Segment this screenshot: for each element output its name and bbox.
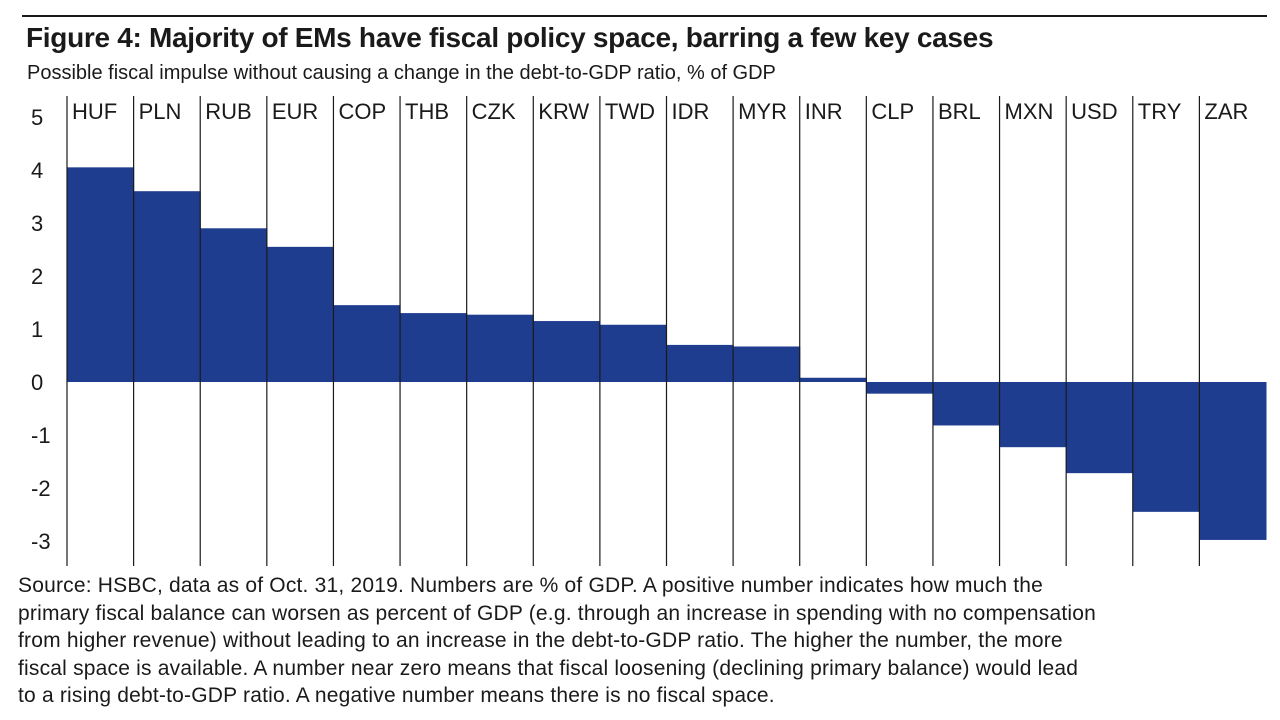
category-label-twd: TWD [605, 99, 655, 124]
bar-zar [1199, 382, 1267, 540]
category-separators [66, 96, 1200, 566]
category-label-inr: INR [805, 99, 843, 124]
category-label-czk: CZK [472, 99, 516, 124]
category-label-huf: HUF [72, 99, 117, 124]
category-label-myr: MYR [738, 99, 787, 124]
y-axis-ticks: 5 4 3 2 1 0 -1 -2 -3 [31, 105, 51, 554]
y-tick-label: 0 [31, 370, 43, 395]
y-tick-label: 5 [31, 105, 43, 130]
bar-twd [599, 324, 667, 382]
bar-usd [1066, 382, 1134, 474]
category-label-usd: USD [1071, 99, 1117, 124]
y-tick-label: 2 [31, 264, 43, 289]
source-line: fiscal space is available. A number near… [18, 656, 1079, 680]
bar-clp [866, 382, 934, 394]
source-note: Source: HSBC, data as of Oct. 31, 2019. … [18, 572, 1268, 710]
category-label-zar: ZAR [1204, 99, 1248, 124]
top-rule [22, 15, 1267, 17]
bar-rub [200, 228, 268, 382]
category-label-rub: RUB [205, 99, 251, 124]
category-label-cop: COP [338, 99, 386, 124]
category-label-brl: BRL [938, 99, 981, 124]
category-label-try: TRY [1138, 99, 1182, 124]
bar-thb [400, 313, 468, 382]
category-label-pln: PLN [139, 99, 182, 124]
y-tick-label: -1 [31, 423, 51, 448]
chart-subtitle: Possible fiscal impulse without causing … [27, 62, 776, 84]
y-tick-label: 1 [31, 317, 43, 342]
source-line: Source: HSBC, data as of Oct. 31, 2019. … [18, 574, 1044, 597]
y-tick-label: 4 [31, 158, 43, 183]
chart-title: Figure 4: Majority of EMs have fiscal po… [26, 22, 994, 53]
bar-cop [333, 305, 401, 382]
bar-myr [733, 346, 801, 382]
category-label-mxn: MXN [1005, 99, 1054, 124]
bar-inr [799, 377, 867, 382]
category-label-krw: KRW [538, 99, 589, 124]
y-tick-label: -3 [31, 529, 51, 554]
source-line: primary fiscal balance can worsen as per… [18, 601, 1097, 625]
bars [67, 167, 1267, 540]
category-label-idr: IDR [672, 99, 710, 124]
category-label-clp: CLP [871, 99, 914, 124]
bar-pln [133, 191, 201, 382]
bar-huf [67, 167, 135, 382]
bar-brl [932, 382, 1001, 426]
y-tick-label: 3 [31, 211, 43, 236]
y-tick-label: -2 [31, 476, 51, 501]
bar-eur [266, 246, 334, 382]
category-label-eur: EUR [272, 99, 318, 124]
bar-try [1132, 382, 1200, 512]
category-label-thb: THB [405, 99, 449, 124]
bar-mxn [999, 382, 1067, 448]
source-line: to a rising debt-to-GDP ratio. A negativ… [18, 684, 775, 707]
bar-idr [666, 344, 734, 382]
source-line: from higher revenue) without leading to … [18, 629, 1063, 652]
bar-krw [533, 321, 601, 382]
category-labels: HUF PLN RUB EUR COP THB CZK KRW TWD IDR MYR INR CLP B… [72, 99, 1248, 124]
bar-czk [466, 314, 534, 382]
